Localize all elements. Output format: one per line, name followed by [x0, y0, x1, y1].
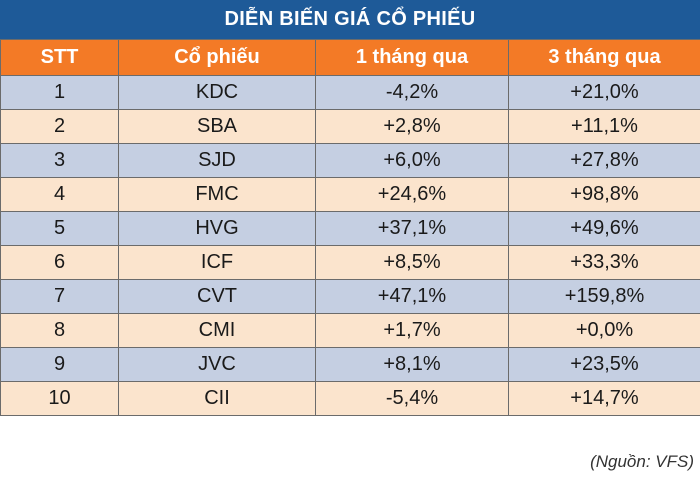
cell-3-months: +33,3%: [508, 245, 700, 280]
cell-3-months: +21,0%: [508, 75, 700, 110]
cell-3-months: +11,1%: [508, 109, 700, 144]
header-1-month: 1 tháng qua: [315, 39, 509, 76]
stock-price-table: STT Cổ phiếu 1 tháng qua 3 tháng qua 1 KD…: [0, 39, 700, 416]
cell-3-months: +49,6%: [508, 211, 700, 246]
cell-stt: 1: [0, 75, 119, 110]
header-stock: Cổ phiếu: [118, 39, 316, 76]
cell-stt: 8: [0, 313, 119, 348]
cell-3-months: +0,0%: [508, 313, 700, 348]
table-title: DIỄN BIẾN GIÁ CỔ PHIẾU: [0, 0, 700, 39]
cell-stock: ICF: [118, 245, 316, 280]
cell-1-month: +6,0%: [315, 143, 509, 178]
cell-stt: 2: [0, 109, 119, 144]
cell-1-month: +1,7%: [315, 313, 509, 348]
header-row: STT Cổ phiếu 1 tháng qua 3 tháng qua: [0, 39, 700, 76]
table-row: 6 ICF +8,5% +33,3%: [0, 245, 700, 280]
cell-1-month: +24,6%: [315, 177, 509, 212]
cell-1-month: +8,5%: [315, 245, 509, 280]
header-3-months: 3 tháng qua: [508, 39, 700, 76]
cell-stt: 7: [0, 279, 119, 314]
cell-stt: 6: [0, 245, 119, 280]
cell-1-month: +47,1%: [315, 279, 509, 314]
cell-stt: 9: [0, 347, 119, 382]
cell-stock: CVT: [118, 279, 316, 314]
cell-stock: KDC: [118, 75, 316, 110]
table-row: 8 CMI +1,7% +0,0%: [0, 313, 700, 348]
header-stt: STT: [0, 39, 119, 76]
cell-stock: SJD: [118, 143, 316, 178]
table-body: 1 KDC -4,2% +21,0% 2 SBA +2,8% +11,1% 3 SJD +6,0% +…: [0, 75, 700, 416]
cell-stt: 10: [0, 381, 119, 416]
table-row: 5 HVG +37,1% +49,6%: [0, 211, 700, 246]
cell-1-month: -4,2%: [315, 75, 509, 110]
table-row: 4 FMC +24,6% +98,8%: [0, 177, 700, 212]
cell-stt: 3: [0, 143, 119, 178]
cell-1-month: +2,8%: [315, 109, 509, 144]
cell-3-months: +159,8%: [508, 279, 700, 314]
table-row: 10 CII -5,4% +14,7%: [0, 381, 700, 416]
cell-stock: FMC: [118, 177, 316, 212]
table-row: 7 CVT +47,1% +159,8%: [0, 279, 700, 314]
stock-table-infographic: DIỄN BIẾN GIÁ CỔ PHIẾU STT Cổ phiếu 1 th…: [0, 0, 700, 416]
cell-1-month: -5,4%: [315, 381, 509, 416]
table-row: 3 SJD +6,0% +27,8%: [0, 143, 700, 178]
cell-stt: 4: [0, 177, 119, 212]
cell-stock: CII: [118, 381, 316, 416]
cell-3-months: +98,8%: [508, 177, 700, 212]
cell-1-month: +37,1%: [315, 211, 509, 246]
cell-1-month: +8,1%: [315, 347, 509, 382]
cell-stock: JVC: [118, 347, 316, 382]
cell-stock: CMI: [118, 313, 316, 348]
cell-3-months: +23,5%: [508, 347, 700, 382]
table-row: 2 SBA +2,8% +11,1%: [0, 109, 700, 144]
table-row: 1 KDC -4,2% +21,0%: [0, 75, 700, 110]
cell-stt: 5: [0, 211, 119, 246]
cell-stock: HVG: [118, 211, 316, 246]
cell-stock: SBA: [118, 109, 316, 144]
table-row: 9 JVC +8,1% +23,5%: [0, 347, 700, 382]
source-note: (Nguồn: VFS): [590, 452, 694, 471]
cell-3-months: +14,7%: [508, 381, 700, 416]
cell-3-months: +27,8%: [508, 143, 700, 178]
